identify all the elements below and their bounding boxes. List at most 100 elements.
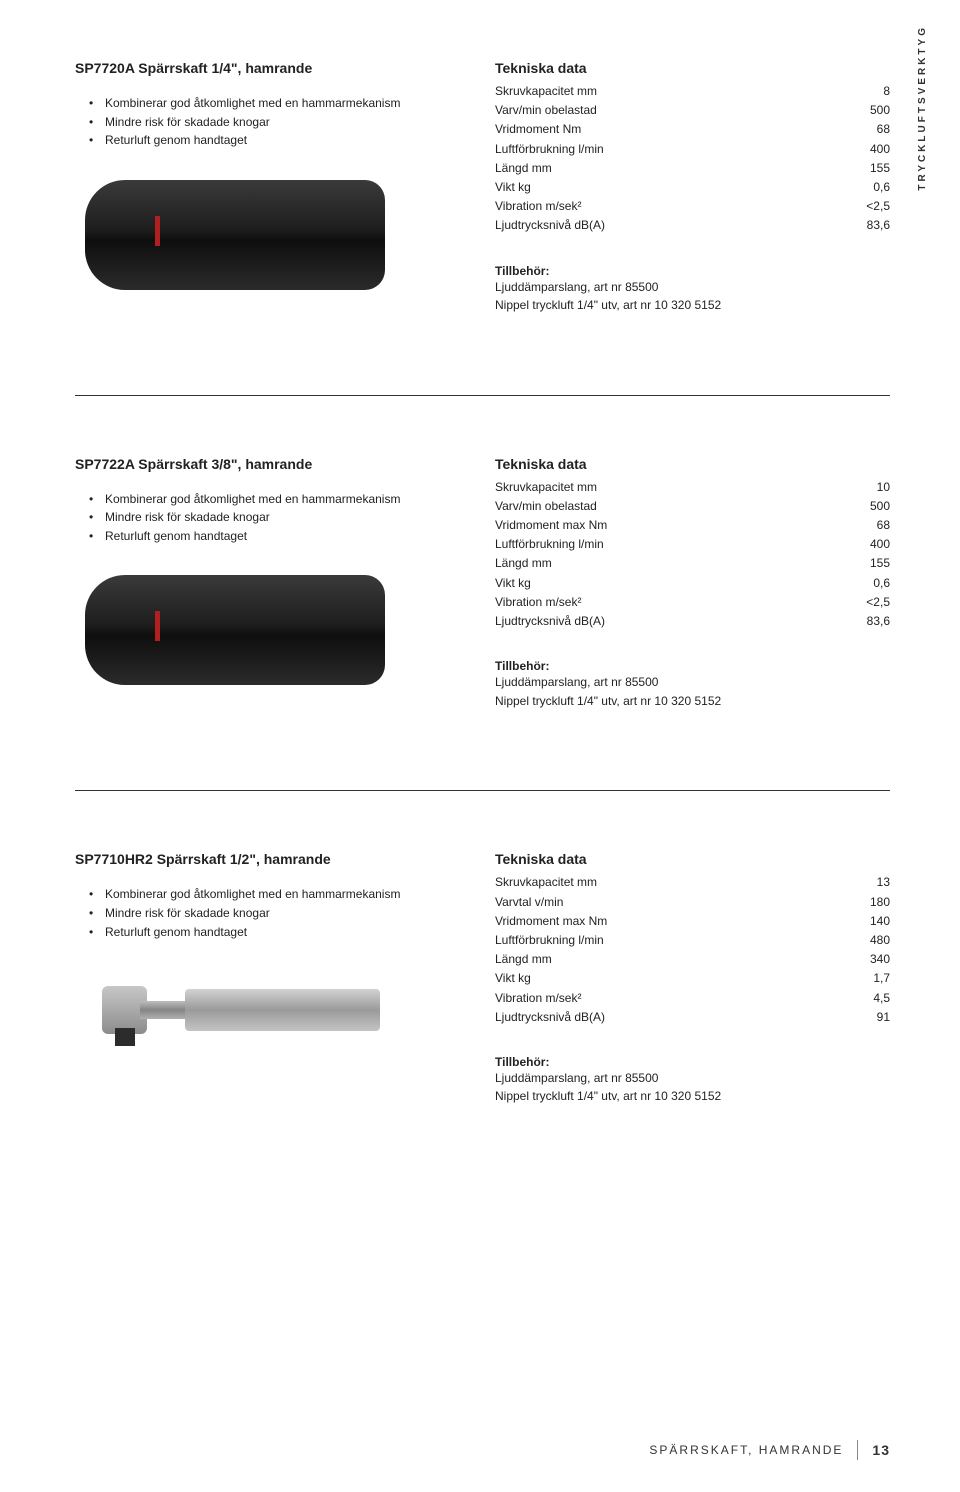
spec-row: Vibration m/sek²<2,5 xyxy=(495,593,890,612)
spec-label: Luftförbrukning l/min xyxy=(495,535,604,554)
footer-section-title: SPÄRRSKAFT, HAMRANDE xyxy=(649,1443,843,1457)
spec-row: Varv/min obelastad500 xyxy=(495,101,890,120)
feature-list: Kombinerar god åtkomlighet med en hammar… xyxy=(75,490,435,546)
product-right-column: Tekniska dataSkruvkapacitet mm10Varv/min… xyxy=(495,456,890,711)
spec-title: Tekniska data xyxy=(495,851,890,867)
spec-label: Vibration m/sek² xyxy=(495,197,581,216)
feature-item: Kombinerar god åtkomlighet med en hammar… xyxy=(75,490,435,509)
spec-row: Ljudtrycksnivå dB(A) 83,6 xyxy=(495,612,890,631)
spec-value: 1,7 xyxy=(873,969,890,988)
product-right-column: Tekniska dataSkruvkapacitet mm13Varvtal … xyxy=(495,851,890,1106)
spec-value: 4,5 xyxy=(873,989,890,1008)
product-left-column: SP7720A Spärrskaft 1/4", hamrande Kombine… xyxy=(75,60,435,315)
feature-item: Mindre risk för skadade knogar xyxy=(75,113,435,132)
spec-value: 180 xyxy=(870,893,890,912)
spec-row: Skruvkapacitet mm8 xyxy=(495,82,890,101)
spec-value: <2,5 xyxy=(866,197,890,216)
product-right-column: Tekniska data Skruvkapacitet mm8Varv/min … xyxy=(495,60,890,315)
spec-value: 13 xyxy=(877,873,890,892)
spec-row: Ljudtrycksnivå dB(A) 91 xyxy=(495,1008,890,1027)
spec-value: 140 xyxy=(870,912,890,931)
spec-label: Vikt kg xyxy=(495,178,531,197)
spec-value: 155 xyxy=(870,159,890,178)
spec-row: Vibration m/sek² <2,5 xyxy=(495,197,890,216)
spec-label: Vibration m/sek² xyxy=(495,989,581,1008)
spec-value: 500 xyxy=(870,497,890,516)
spec-row: Vridmoment max Nm 68 xyxy=(495,516,890,535)
feature-list: Kombinerar god åtkomlighet med en hammar… xyxy=(75,94,435,150)
spec-label: Ljudtrycksnivå dB(A) xyxy=(495,216,605,235)
product-block: SP7710HR2 Spärrskaft 1/2", hamrande Kombi… xyxy=(75,851,890,1186)
spec-value: 155 xyxy=(870,554,890,573)
spec-row: Längd mm 340 xyxy=(495,950,890,969)
spec-label: Luftförbrukning l/min xyxy=(495,140,604,159)
spec-label: Längd mm xyxy=(495,159,552,178)
spec-row: Vridmoment Nm 68 xyxy=(495,120,890,139)
spec-label: Vikt kg xyxy=(495,574,531,593)
spec-title: Tekniska data xyxy=(495,456,890,472)
spec-value: 400 xyxy=(870,140,890,159)
product-title: SP7722A Spärrskaft 3/8", hamrande xyxy=(75,456,435,472)
spec-value: 480 xyxy=(870,931,890,950)
spec-label: Vikt kg xyxy=(495,969,531,988)
spec-label: Ljudtrycksnivå dB(A) xyxy=(495,1008,605,1027)
spec-row: Skruvkapacitet mm 10 xyxy=(495,478,890,497)
spec-row: Varv/min obelastad 500 xyxy=(495,497,890,516)
spec-value: <2,5 xyxy=(866,593,890,612)
spec-row: Längd mm 155 xyxy=(495,554,890,573)
accessories-title: Tillbehör: xyxy=(495,1055,890,1069)
spec-row: Varvtal v/min 180 xyxy=(495,893,890,912)
spec-title: Tekniska data xyxy=(495,60,890,76)
feature-item: Returluft genom handtaget xyxy=(75,131,435,150)
product-image xyxy=(85,575,385,685)
spec-row: Vikt kg 0,6 xyxy=(495,574,890,593)
product-left-column: SP7722A Spärrskaft 3/8", hamrande Kombine… xyxy=(75,456,435,711)
spec-label: Skruvkapacitet mm xyxy=(495,873,597,892)
product-block: SP7722A Spärrskaft 3/8", hamrande Kombine… xyxy=(75,456,890,792)
feature-item: Returluft genom handtaget xyxy=(75,527,435,546)
spec-row: Luftförbrukning l/min 400 xyxy=(495,535,890,554)
accessory-line: Ljuddämparslang, art nr 85500 xyxy=(495,1069,890,1088)
product-title: SP7720A Spärrskaft 1/4", hamrande xyxy=(75,60,435,76)
spec-label: Vridmoment max Nm xyxy=(495,516,607,535)
spec-label: Längd mm xyxy=(495,554,552,573)
product-left-column: SP7710HR2 Spärrskaft 1/2", hamrande Kombi… xyxy=(75,851,435,1106)
spec-row: Vridmoment max Nm140 xyxy=(495,912,890,931)
accessory-line: Nippel tryckluft 1/4" utv, art nr 10 320… xyxy=(495,692,890,711)
spec-row: Vikt kg 1,7 xyxy=(495,969,890,988)
spec-value: 68 xyxy=(877,516,890,535)
spec-label: Vridmoment Nm xyxy=(495,120,581,139)
product-image xyxy=(80,971,380,1046)
accessory-line: Nippel tryckluft 1/4" utv, art nr 10 320… xyxy=(495,296,890,315)
feature-item: Kombinerar god åtkomlighet med en hammar… xyxy=(75,885,435,904)
spec-value: 0,6 xyxy=(873,574,890,593)
spec-label: Luftförbrukning l/min xyxy=(495,931,604,950)
spec-row: Luftförbrukning l/min 400 xyxy=(495,140,890,159)
feature-item: Mindre risk för skadade knogar xyxy=(75,508,435,527)
spec-value: 91 xyxy=(877,1008,890,1027)
spec-value: 68 xyxy=(877,120,890,139)
spec-row: Luftförbrukning l/min 480 xyxy=(495,931,890,950)
spec-label: Ljudtrycksnivå dB(A) xyxy=(495,612,605,631)
product-title: SP7710HR2 Spärrskaft 1/2", hamrande xyxy=(75,851,435,867)
spec-row: Ljudtrycksnivå dB(A)83,6 xyxy=(495,216,890,235)
accessories-title: Tillbehör: xyxy=(495,659,890,673)
spec-value: 83,6 xyxy=(867,612,890,631)
accessory-line: Nippel tryckluft 1/4" utv, art nr 10 320… xyxy=(495,1087,890,1106)
feature-item: Returluft genom handtaget xyxy=(75,923,435,942)
spec-value: 400 xyxy=(870,535,890,554)
accessories-title: Tillbehör: xyxy=(495,264,890,278)
spec-row: Vibration m/sek² 4,5 xyxy=(495,989,890,1008)
spec-label: Längd mm xyxy=(495,950,552,969)
spec-value: 340 xyxy=(870,950,890,969)
accessory-line: Ljuddämparslang, art nr 85500 xyxy=(495,673,890,692)
page-footer: SPÄRRSKAFT, HAMRANDE 13 xyxy=(649,1440,890,1460)
spec-label: Skruvkapacitet mm xyxy=(495,478,597,497)
spec-label: Varvtal v/min xyxy=(495,893,563,912)
side-category-label: TRYCKLUFTSVERKTYG xyxy=(917,25,928,191)
spec-row: Vikt kg0,6 xyxy=(495,178,890,197)
feature-item: Mindre risk för skadade knogar xyxy=(75,904,435,923)
spec-label: Varv/min obelastad xyxy=(495,101,597,120)
spec-value: 10 xyxy=(877,478,890,497)
spec-label: Varv/min obelastad xyxy=(495,497,597,516)
